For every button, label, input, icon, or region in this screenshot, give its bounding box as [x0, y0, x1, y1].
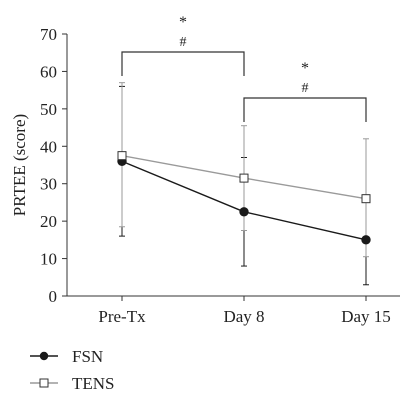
legend-marker-tens — [39, 378, 49, 388]
significance-brackets: * # * # — [121, 14, 367, 122]
y-tick-label: 10 — [40, 250, 57, 269]
data-point-fsn — [361, 235, 371, 245]
y-tick-label: 0 — [49, 287, 58, 306]
chart-axes: 0 10 20 30 40 50 60 70 Pre-Tx Day 8 Day 15 PRTEE (s… — [10, 25, 400, 326]
legend-label-tens: TENS — [72, 374, 115, 393]
significance-symbol: * — [179, 14, 187, 31]
legend-label-fsn: FSN — [72, 347, 103, 366]
significance-bracket — [121, 51, 245, 76]
y-tick-label: 20 — [40, 212, 57, 231]
x-tick-label: Day 8 — [223, 307, 264, 326]
legend: FSN TENS — [30, 347, 115, 393]
data-point-tens — [117, 151, 127, 161]
y-tick-label: 60 — [40, 62, 57, 81]
x-tick-label: Pre-Tx — [98, 307, 146, 326]
x-tick-label: Day 15 — [341, 307, 391, 326]
significance-symbol: # — [302, 81, 309, 96]
y-tick-label: 50 — [40, 100, 57, 119]
significance-bracket — [243, 97, 367, 122]
y-tick-label: 30 — [40, 175, 57, 194]
data-point-tens — [239, 173, 249, 183]
data-point-fsn — [239, 207, 249, 217]
y-axis-label: PRTEE (score) — [10, 114, 29, 216]
legend-marker-fsn — [39, 351, 49, 361]
data-point-tens — [361, 194, 371, 204]
significance-symbol: * — [301, 60, 309, 77]
y-tick-label: 40 — [40, 137, 57, 156]
series-markers — [117, 151, 371, 245]
y-tick-label: 70 — [40, 25, 57, 44]
significance-symbol: # — [180, 35, 187, 50]
